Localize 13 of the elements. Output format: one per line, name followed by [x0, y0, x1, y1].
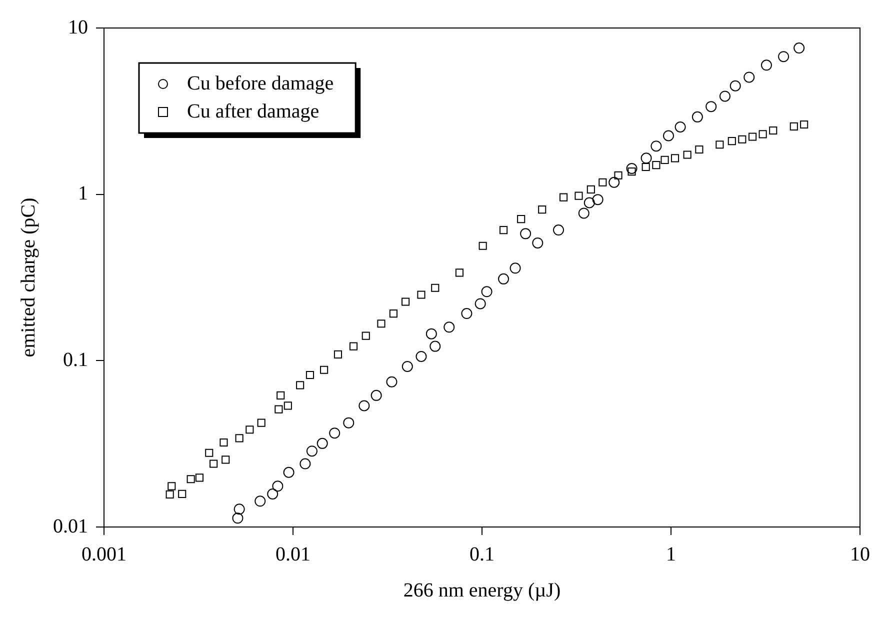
x-tick-label: 0.001	[82, 543, 126, 566]
legend-label: Cu before damage	[187, 72, 334, 94]
x-tick-label: 1	[666, 543, 676, 566]
x-tick-label: 0.01	[276, 543, 310, 566]
legend-label: Cu after damage	[187, 100, 320, 122]
x-tick-label: 0.1	[470, 543, 494, 566]
x-tick-label: 10	[850, 543, 870, 566]
y-tick-label: 1	[78, 182, 88, 205]
x-axis-title: 266 nm energy (µJ)	[403, 579, 561, 602]
y-tick-label: 10	[68, 16, 88, 38]
y-tick-label: 0.1	[63, 348, 88, 371]
y-tick-label: 0.01	[53, 515, 88, 538]
y-axis-title: emitted charge (pC)	[17, 198, 40, 358]
